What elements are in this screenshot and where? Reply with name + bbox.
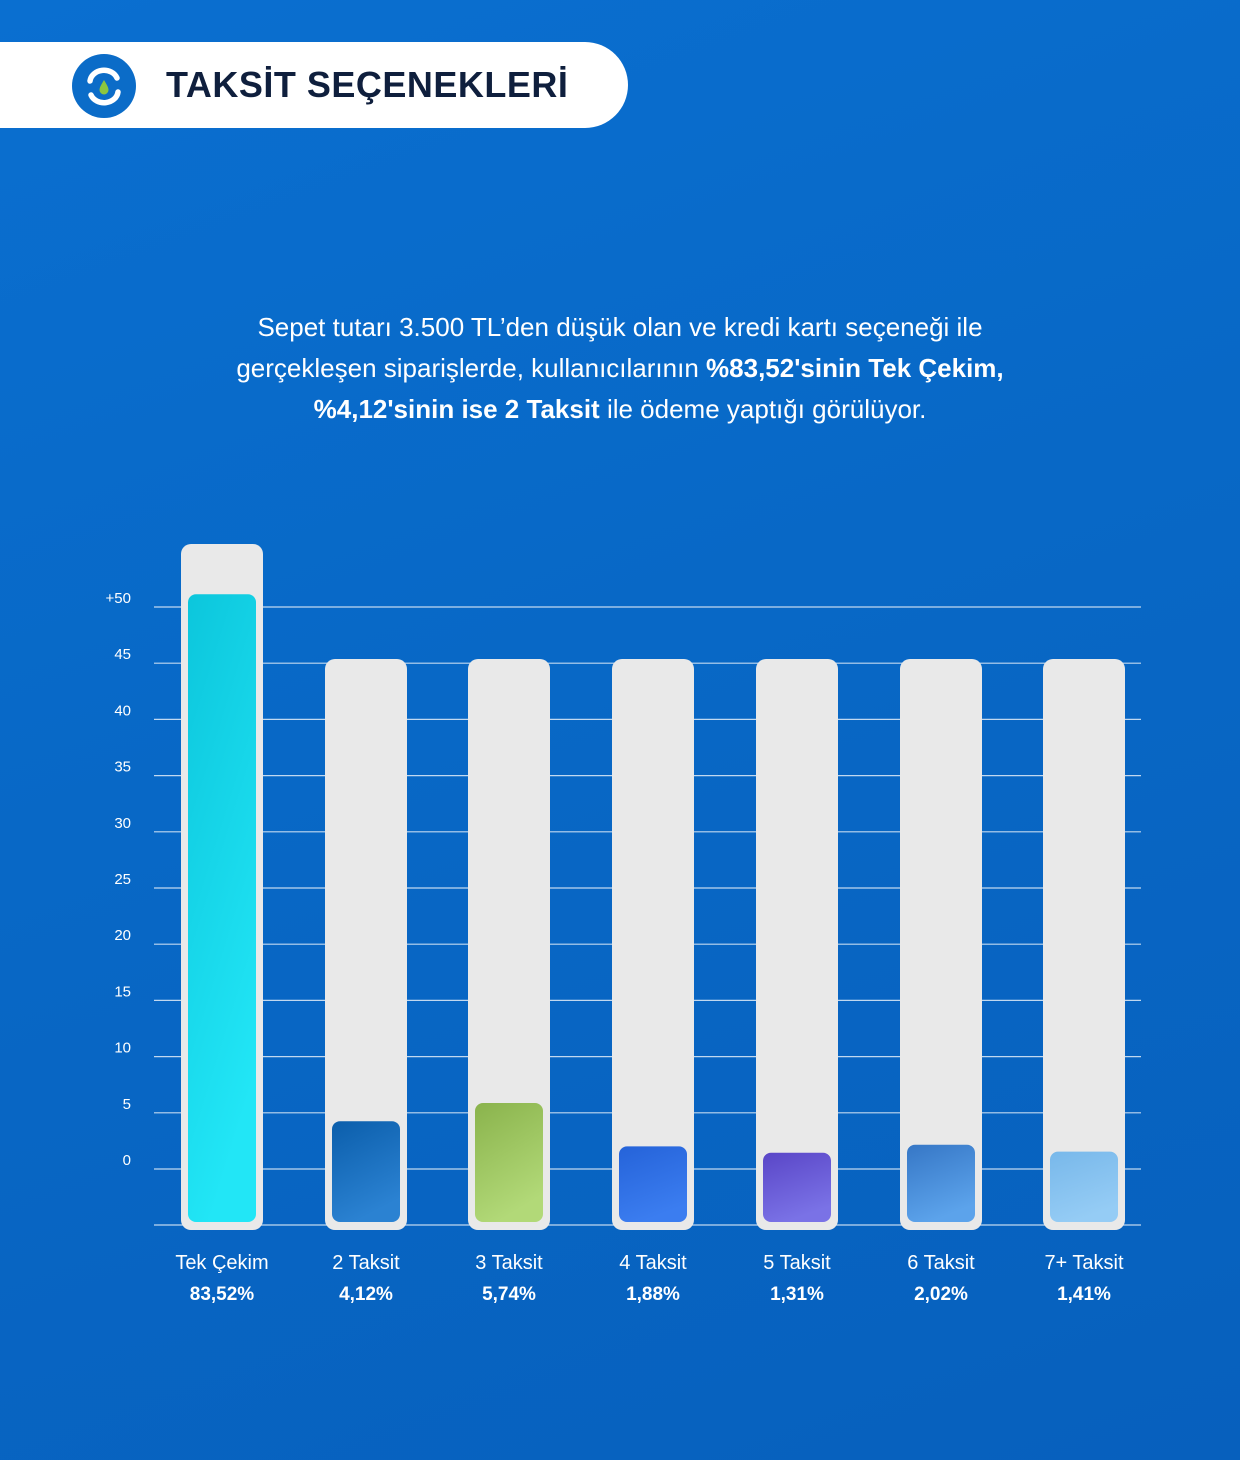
x-category-label: 4 Taksit	[619, 1252, 687, 1274]
y-tick-label: 10	[114, 1040, 131, 1057]
y-tick-label: 5	[123, 1096, 131, 1113]
description-line-3: %4,12'sinin ise 2 Taksit ile ödeme yaptı…	[120, 389, 1120, 430]
y-tick-label: 15	[114, 983, 131, 1000]
y-tick-label: 30	[114, 815, 131, 832]
description-text: gerçekleşen siparişlerde, kullanıcıların…	[236, 353, 707, 383]
y-tick-label: 45	[114, 646, 131, 663]
bar-track	[468, 659, 550, 1230]
bar-value-label: 1,31%	[770, 1284, 824, 1305]
x-category-label: 3 Taksit	[475, 1252, 543, 1274]
bar-6	[907, 1144, 975, 1222]
bar-track	[612, 659, 694, 1230]
x-category-label: 6 Taksit	[907, 1252, 975, 1274]
bar-4	[619, 1146, 687, 1222]
x-category-label: 7+ Taksit	[1044, 1252, 1124, 1274]
bar-track	[900, 659, 982, 1230]
y-tick-label: 40	[114, 702, 131, 719]
brand-logo-icon	[72, 54, 136, 118]
description-highlight-tek-cekim: %83,52'sinin Tek Çekim,	[706, 353, 1004, 383]
bar-value-label: 1,88%	[626, 1284, 680, 1305]
x-category-label: 2 Taksit	[332, 1252, 400, 1274]
description-text: ile ödeme yaptığı görülüyor.	[599, 394, 927, 424]
description-line-1: Sepet tutarı 3.500 TL’den düşük olan ve …	[257, 312, 983, 342]
x-category-label: 5 Taksit	[763, 1252, 831, 1274]
y-tick-label: 0	[123, 1152, 131, 1169]
bar-7	[1050, 1151, 1118, 1222]
bar-value-label: 83,52%	[190, 1284, 255, 1305]
y-tick-label: 25	[114, 871, 131, 888]
y-tick-label: 35	[114, 759, 131, 776]
bar-value-label: 4,12%	[339, 1284, 393, 1305]
bar-track	[756, 659, 838, 1230]
bar-1	[188, 594, 256, 1222]
description-highlight-2-taksit: %4,12'sinin ise 2 Taksit	[313, 394, 600, 424]
page-title: TAKSİT SEÇENEKLERİ	[166, 64, 569, 105]
bar-track	[1043, 659, 1125, 1230]
description-line-2: gerçekleşen siparişlerde, kullanıcıların…	[120, 348, 1120, 389]
bar-value-label: 1,41%	[1057, 1284, 1111, 1305]
bar-track	[325, 659, 407, 1230]
bar-5	[763, 1152, 831, 1222]
x-category-label: Tek Çekim	[175, 1252, 268, 1274]
chart-description: Sepet tutarı 3.500 TL’den düşük olan ve …	[120, 307, 1120, 430]
header-banner: TAKSİT SEÇENEKLERİ	[0, 42, 628, 128]
y-tick-label: 20	[114, 927, 131, 944]
bar-value-label: 2,02%	[914, 1284, 968, 1305]
y-tick-label: +50	[106, 590, 131, 607]
bar-3	[475, 1102, 543, 1222]
bar-2	[332, 1121, 400, 1222]
bar-value-label: 5,74%	[482, 1284, 536, 1305]
